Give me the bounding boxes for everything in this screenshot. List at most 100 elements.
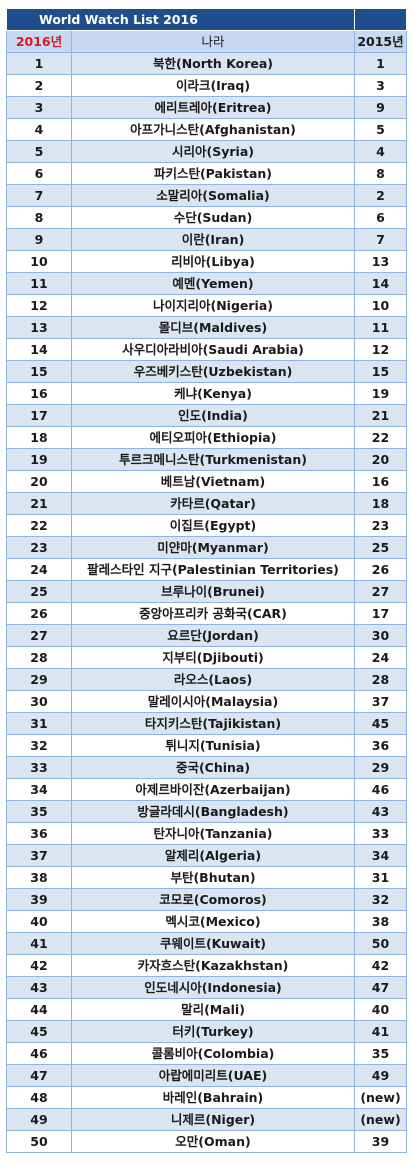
country-cell: 소말리아(Somalia) (71, 184, 355, 207)
table-row: 19 투르크메니스탄(Turkmenistan) 20 (6, 448, 407, 471)
rank-2015-cell: 20 (354, 448, 407, 471)
rank-2016-cell: 32 (6, 734, 72, 757)
rank-2016-cell: 4 (6, 118, 72, 141)
table-row: 41 쿠웨이트(Kuwait) 50 (6, 932, 407, 955)
table-row: 20 베트남(Vietnam) 16 (6, 470, 407, 493)
rank-2015-cell: 47 (354, 976, 407, 999)
rank-2015-cell: 42 (354, 954, 407, 977)
table-row: 42 카자흐스탄(Kazakhstan) 42 (6, 954, 407, 977)
title-blank-cell (354, 8, 407, 31)
rank-2015-cell: 1 (354, 52, 407, 75)
rank-2015-cell: 40 (354, 998, 407, 1021)
country-cell: 바레인(Bahrain) (71, 1086, 355, 1109)
table-row: 13 몰디브(Maldives) 11 (6, 316, 407, 339)
rank-2016-cell: 1 (6, 52, 72, 75)
table-row: 14 사우디아라비아(Saudi Arabia) 12 (6, 338, 407, 361)
table-row: 44 말리(Mali) 40 (6, 998, 407, 1021)
rank-2015-cell: (new) (354, 1086, 407, 1109)
rank-2016-cell: 12 (6, 294, 72, 317)
table-row: 15 우즈베키스탄(Uzbekistan) 15 (6, 360, 407, 383)
table-row: 39 코모로(Comoros) 32 (6, 888, 407, 911)
rank-2016-cell: 44 (6, 998, 72, 1021)
rank-2015-cell: 4 (354, 140, 407, 163)
country-cell: 말리(Mali) (71, 998, 355, 1021)
rank-2016-cell: 39 (6, 888, 72, 911)
rank-2016-cell: 8 (6, 206, 72, 229)
rank-2015-cell: 30 (354, 624, 407, 647)
rank-2016-cell: 24 (6, 558, 72, 581)
country-cell: 탄자니아(Tanzania) (71, 822, 355, 845)
table-row: 8 수단(Sudan) 6 (6, 206, 407, 229)
table-row: 50 오만(Oman) 39 (6, 1130, 407, 1153)
country-cell: 카타르(Qatar) (71, 492, 355, 515)
country-cell: 멕시코(Mexico) (71, 910, 355, 933)
country-cell: 인도(India) (71, 404, 355, 427)
rank-2015-cell: 11 (354, 316, 407, 339)
country-cell: 아제르바이잔(Azerbaijan) (71, 778, 355, 801)
country-cell: 이집트(Egypt) (71, 514, 355, 537)
rank-2016-cell: 18 (6, 426, 72, 449)
rank-2016-cell: 36 (6, 822, 72, 845)
country-cell: 팔레스타인 지구(Palestinian Territories) (71, 558, 355, 581)
table-row: 10 리비아(Libya) 13 (6, 250, 407, 273)
rank-2015-cell: 15 (354, 360, 407, 383)
rank-2016-cell: 14 (6, 338, 72, 361)
rank-2015-cell: 5 (354, 118, 407, 141)
country-cell: 중앙아프리카 공화국(CAR) (71, 602, 355, 625)
rank-2015-cell: 41 (354, 1020, 407, 1043)
table-row: 32 튀니지(Tunisia) 36 (6, 734, 407, 757)
rank-2015-cell: 36 (354, 734, 407, 757)
rank-2016-cell: 29 (6, 668, 72, 691)
rank-2015-cell: 19 (354, 382, 407, 405)
rank-2016-cell: 28 (6, 646, 72, 669)
country-cell: 수단(Sudan) (71, 206, 355, 229)
rank-2015-cell: 16 (354, 470, 407, 493)
rank-2015-cell: 29 (354, 756, 407, 779)
country-cell: 베트남(Vietnam) (71, 470, 355, 493)
rank-2015-cell: 18 (354, 492, 407, 515)
country-cell: 투르크메니스탄(Turkmenistan) (71, 448, 355, 471)
country-cell: 중국(China) (71, 756, 355, 779)
country-cell: 사우디아라비아(Saudi Arabia) (71, 338, 355, 361)
header-country: 나라 (71, 30, 355, 53)
rank-2016-cell: 41 (6, 932, 72, 955)
rank-2016-cell: 49 (6, 1108, 72, 1131)
table-row: 31 타지키스탄(Tajikistan) 45 (6, 712, 407, 735)
rank-2015-cell: 9 (354, 96, 407, 119)
rank-2015-cell: 43 (354, 800, 407, 823)
table-row: 7 소말리아(Somalia) 2 (6, 184, 407, 207)
rank-2015-cell: 50 (354, 932, 407, 955)
country-cell: 리비아(Libya) (71, 250, 355, 273)
table-title: World Watch List 2016 (6, 8, 355, 31)
rank-2016-cell: 42 (6, 954, 72, 977)
ranking-table: World Watch List 2016 2016년 나라 2015년 1 북한… (6, 8, 407, 1153)
rank-2016-cell: 23 (6, 536, 72, 559)
table-row: 21 카타르(Qatar) 18 (6, 492, 407, 515)
rank-2016-cell: 37 (6, 844, 72, 867)
rank-2016-cell: 43 (6, 976, 72, 999)
country-cell: 말레이시아(Malaysia) (71, 690, 355, 713)
country-cell: 미얀마(Myanmar) (71, 536, 355, 559)
table-row: 29 라오스(Laos) 28 (6, 668, 407, 691)
header-rank-2015: 2015년 (354, 30, 407, 53)
header-row: 2016년 나라 2015년 (6, 30, 407, 53)
table-row: 16 케냐(Kenya) 19 (6, 382, 407, 405)
table-row: 25 브루나이(Brunei) 27 (6, 580, 407, 603)
rank-2016-cell: 47 (6, 1064, 72, 1087)
rank-2015-cell: 49 (354, 1064, 407, 1087)
country-cell: 타지키스탄(Tajikistan) (71, 712, 355, 735)
rank-2015-cell: 14 (354, 272, 407, 295)
rank-2016-cell: 45 (6, 1020, 72, 1043)
country-cell: 에리트레아(Eritrea) (71, 96, 355, 119)
country-cell: 시리아(Syria) (71, 140, 355, 163)
table-row: 30 말레이시아(Malaysia) 37 (6, 690, 407, 713)
country-cell: 알제리(Algeria) (71, 844, 355, 867)
rank-2015-cell: 33 (354, 822, 407, 845)
table-row: 1 북한(North Korea) 1 (6, 52, 407, 75)
table-row: 17 인도(India) 21 (6, 404, 407, 427)
table-row: 2 이라크(Iraq) 3 (6, 74, 407, 97)
rank-2015-cell: 37 (354, 690, 407, 713)
table-row: 38 부탄(Bhutan) 31 (6, 866, 407, 889)
table-row: 9 이란(Iran) 7 (6, 228, 407, 251)
rank-2016-cell: 13 (6, 316, 72, 339)
